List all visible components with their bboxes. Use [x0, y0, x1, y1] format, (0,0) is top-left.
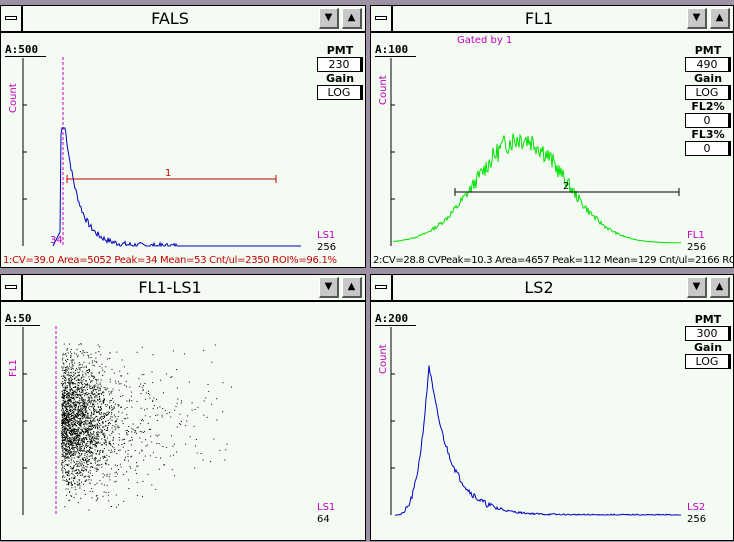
- pmt-label: PMT: [326, 44, 354, 57]
- gain-label: Gain: [325, 72, 355, 85]
- window-title: LS2: [524, 278, 554, 297]
- fl1-ls1-plot-area: A:50 FL1 LS1 64: [1, 302, 365, 540]
- gain-value[interactable]: LOG: [685, 354, 731, 369]
- fl3-label: FL3%: [691, 128, 725, 141]
- fl1-trace: [393, 133, 682, 244]
- maximize-arrow-icon[interactable]: ▲: [342, 277, 362, 298]
- y-ticks: [23, 104, 27, 200]
- channel-label: LS1: [317, 502, 336, 513]
- ls2-trace: [395, 365, 681, 516]
- max-channel: 256: [687, 514, 707, 525]
- settings-panel: PMT 230 Gain LOG: [317, 45, 363, 101]
- fl1-window: FL1 ▼ ▲ A:100 Gated by 1 Count 2 FL1 256…: [370, 5, 734, 268]
- window-title: FL1: [524, 9, 554, 28]
- pmt-value[interactable]: 490: [685, 57, 731, 72]
- fals-histogram[interactable]: [1, 33, 367, 269]
- range-label: A:100: [375, 43, 417, 57]
- maximize-arrow-icon[interactable]: ▲: [710, 277, 730, 298]
- pmt-label: PMT: [694, 44, 722, 57]
- stats-line: 2:CV=28.8 CVPeak=10.3 Area=4657 Peak=112…: [373, 255, 734, 266]
- stats-line: 1:CV=39.0 Area=5052 Peak=34 Mean=53 Cnt/…: [3, 255, 337, 266]
- gain-value[interactable]: LOG: [685, 85, 731, 100]
- pmt-value[interactable]: 230: [317, 57, 363, 72]
- settings-panel: PMT 300 Gain LOG: [685, 314, 731, 370]
- settings-panel: PMT 490 Gain LOG FL2% 0 FL3% 0: [685, 45, 731, 157]
- marker-value: 34: [50, 235, 63, 246]
- system-menu-icon[interactable]: [1, 275, 23, 300]
- channel-label: LS1: [317, 230, 336, 241]
- fals-window: FALS ▼ ▲ A:500 Count 1 34 LS1 256 1:CV=3…: [0, 5, 366, 268]
- gain-label: Gain: [693, 72, 723, 85]
- pmt-value[interactable]: 300: [685, 326, 731, 341]
- system-menu-icon[interactable]: [371, 275, 393, 300]
- fl1-ls1-dotplot[interactable]: [1, 302, 367, 542]
- system-menu-icon[interactable]: [1, 6, 23, 31]
- window-title: FALS: [151, 9, 189, 28]
- maximize-arrow-icon[interactable]: ▲: [342, 8, 362, 29]
- fals-trace: [52, 127, 301, 248]
- ls2-plot-area: A:200 Count LS2 256 PMT 300 Gain LOG: [371, 302, 733, 540]
- fl1-ls1-window: FL1-LS1 ▼ ▲ A:50 FL1 LS1 64: [0, 274, 366, 541]
- gain-value[interactable]: LOG: [317, 85, 363, 100]
- range-label: A:50: [5, 312, 40, 326]
- ls2-window: LS2 ▼ ▲ A:200 Count LS2 256 PMT 300 Gain…: [370, 274, 734, 541]
- fl1-histogram[interactable]: [371, 33, 734, 269]
- max-channel: 256: [317, 242, 337, 253]
- scatter-dots: [61, 343, 232, 511]
- fl2-value[interactable]: 0: [685, 113, 731, 128]
- range-label: A:500: [5, 43, 47, 57]
- region-label: 2: [563, 181, 570, 192]
- minimize-arrow-icon[interactable]: ▼: [687, 8, 707, 29]
- minimize-arrow-icon[interactable]: ▼: [687, 277, 707, 298]
- minimize-arrow-icon[interactable]: ▼: [319, 8, 339, 29]
- gated-by-label: Gated by 1: [457, 35, 513, 46]
- max-channel: 256: [687, 242, 707, 253]
- pmt-label: PMT: [694, 313, 722, 326]
- maximize-arrow-icon[interactable]: ▲: [710, 8, 730, 29]
- fl1-plot-area: A:100 Gated by 1 Count 2 FL1 256 2:CV=28…: [371, 33, 734, 269]
- region-label: 1: [165, 168, 172, 179]
- window-title: FL1-LS1: [138, 278, 202, 297]
- fals-plot-area: A:500 Count 1 34 LS1 256 1:CV=39.0 Area=…: [1, 33, 365, 267]
- fl1-ls1-titlebar[interactable]: FL1-LS1 ▼ ▲: [1, 275, 365, 302]
- minimize-arrow-icon[interactable]: ▼: [319, 277, 339, 298]
- fl1-titlebar[interactable]: FL1 ▼ ▲: [371, 6, 733, 33]
- ls2-titlebar[interactable]: LS2 ▼ ▲: [371, 275, 733, 302]
- fl3-value[interactable]: 0: [685, 141, 731, 156]
- fl2-label: FL2%: [691, 100, 725, 113]
- ls2-histogram[interactable]: [371, 302, 734, 542]
- system-menu-icon[interactable]: [371, 6, 393, 31]
- range-label: A:200: [375, 312, 417, 326]
- gain-label: Gain: [693, 341, 723, 354]
- channel-label: FL1: [687, 230, 705, 241]
- max-channel: 64: [317, 514, 330, 525]
- fals-titlebar[interactable]: FALS ▼ ▲: [1, 6, 365, 33]
- channel-label: LS2: [687, 502, 706, 513]
